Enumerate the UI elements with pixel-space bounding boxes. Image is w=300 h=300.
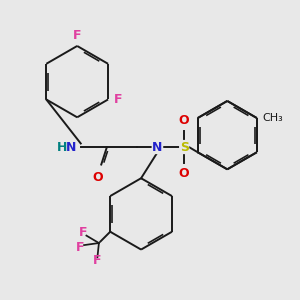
Text: F: F [93,254,102,267]
Text: F: F [73,28,81,41]
Text: S: S [180,140,189,154]
Text: O: O [179,114,190,127]
Text: F: F [76,241,85,254]
Text: H: H [56,140,67,154]
Text: N: N [65,140,76,154]
Text: F: F [113,93,122,106]
Text: N: N [152,140,163,154]
Text: O: O [93,171,103,184]
Text: F: F [79,226,88,239]
Text: O: O [179,167,190,180]
Text: CH₃: CH₃ [262,113,283,123]
